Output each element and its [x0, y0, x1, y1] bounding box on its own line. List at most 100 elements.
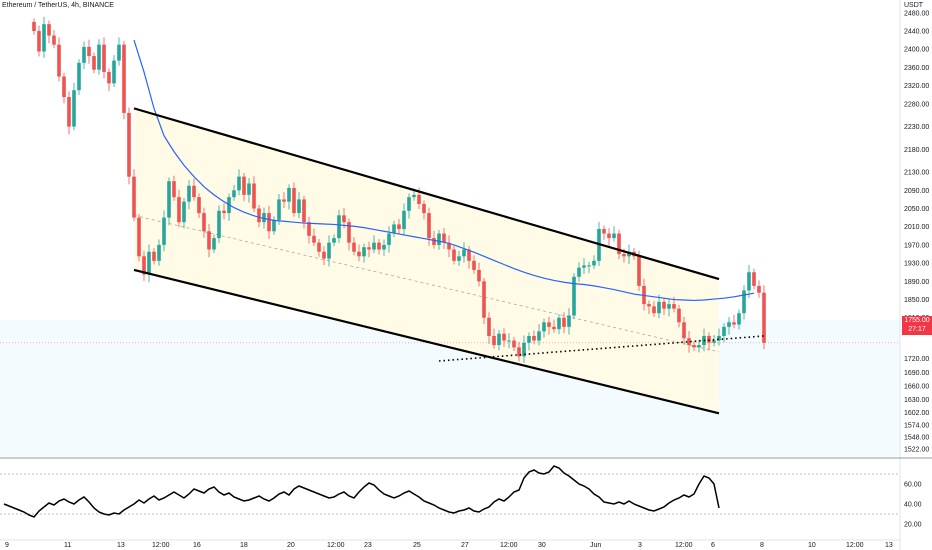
time-tick-label: 12:00 [327, 542, 345, 549]
candle-body [57, 44, 61, 77]
candle-body [432, 238, 436, 245]
candle-body [677, 308, 681, 323]
candle-body [267, 213, 271, 232]
candle-body [742, 290, 746, 314]
candle-body [82, 46, 86, 63]
candle-body [737, 313, 741, 325]
channel-lower-line[interactable] [133, 268, 720, 415]
candle-body [542, 322, 546, 332]
time-tick-label: 20 [287, 542, 295, 549]
price-tick-label: 2130.00 [904, 170, 929, 177]
candle-body [497, 333, 501, 346]
candle-body [362, 247, 366, 257]
candle-body [762, 292, 766, 343]
candle-body [402, 210, 406, 229]
channel-upper-line[interactable] [133, 107, 720, 281]
time-tick-label: 27 [461, 542, 469, 549]
candle-body [662, 301, 666, 309]
candle-body [412, 194, 416, 198]
candle-body [37, 31, 41, 52]
candle-body [582, 265, 586, 268]
moving-average-line [133, 39, 755, 302]
candle-body [757, 285, 761, 293]
candle-body [602, 228, 606, 234]
support-dotted-line[interactable] [438, 335, 765, 362]
candle-body [52, 35, 56, 45]
candle-body [207, 231, 211, 250]
candle-body [462, 249, 466, 257]
candle-body [337, 215, 341, 239]
time-tick-label: 12:00 [846, 542, 864, 549]
candle-body [502, 333, 506, 341]
candle-body [242, 176, 246, 195]
candle-body [92, 56, 96, 70]
candle-body [262, 213, 266, 223]
candle-body [117, 44, 121, 61]
candle-body [487, 317, 491, 336]
candle-body [312, 235, 316, 243]
candle-body [552, 326, 556, 330]
candle-body [547, 322, 551, 327]
candle-body [637, 256, 641, 286]
price-tick-label: 1630.00 [904, 397, 929, 404]
price-tick-label: 2360.00 [904, 65, 929, 72]
candle-body [102, 44, 106, 72]
price-tick-label: 2090.00 [904, 188, 929, 195]
candle-body [187, 185, 191, 202]
candle-body [732, 322, 736, 325]
candle-body [477, 269, 481, 282]
candle-body [657, 301, 661, 314]
candle-body [347, 222, 351, 243]
candle-body [377, 242, 381, 250]
candle-body [697, 345, 701, 348]
price-tick-label: 2280.00 [904, 101, 929, 108]
candle-body [42, 24, 46, 52]
candle-body [322, 251, 326, 259]
candle-body [317, 242, 321, 252]
candle-body [382, 244, 386, 250]
candle-body [332, 238, 336, 243]
candle-body [372, 242, 376, 250]
candle-body [512, 340, 516, 348]
candle-body [522, 342, 526, 357]
candle-body [127, 112, 131, 177]
time-tick-label: 3 [638, 542, 642, 549]
time-tick-label: 10 [808, 542, 816, 549]
price-tick-label: 1690.00 [904, 370, 929, 377]
candle-body [562, 317, 566, 327]
candle-body [667, 304, 671, 309]
price-tick-label: 2010.00 [904, 224, 929, 231]
candle-body [182, 201, 186, 223]
candle-body [752, 272, 756, 286]
candle-body [147, 251, 151, 275]
price-tick-label: 1720.00 [904, 356, 929, 363]
candle-body [492, 335, 496, 346]
time-tick-label: 23 [364, 542, 372, 549]
candle-body [687, 338, 691, 346]
candle-body [212, 238, 216, 250]
candle-body [232, 190, 236, 198]
candle-body [197, 197, 201, 214]
candle-body [272, 219, 276, 232]
candle-body [202, 213, 206, 232]
time-tick-label: 13 [885, 542, 893, 549]
last-price-value: 1755.00 [904, 317, 930, 324]
candle-body [132, 176, 136, 218]
price-tick-label: 2400.00 [904, 47, 929, 54]
price-tick-label: 1970.00 [904, 242, 929, 249]
time-tick-label: Jun [590, 542, 601, 549]
candle-body [177, 197, 181, 223]
candle-body [172, 181, 176, 198]
candle-body [342, 215, 346, 223]
time-tick-label: 12:00 [675, 542, 693, 549]
candle-body [447, 242, 451, 250]
time-tick-label: 12:00 [152, 542, 170, 549]
candle-body [357, 251, 361, 257]
symbol-name: Ethereum / TetherUS [2, 2, 68, 9]
candle-body [287, 188, 291, 202]
candle-body [407, 197, 411, 211]
candle-body [652, 306, 656, 314]
candle-body [277, 199, 281, 220]
rsi-line [3, 465, 720, 518]
